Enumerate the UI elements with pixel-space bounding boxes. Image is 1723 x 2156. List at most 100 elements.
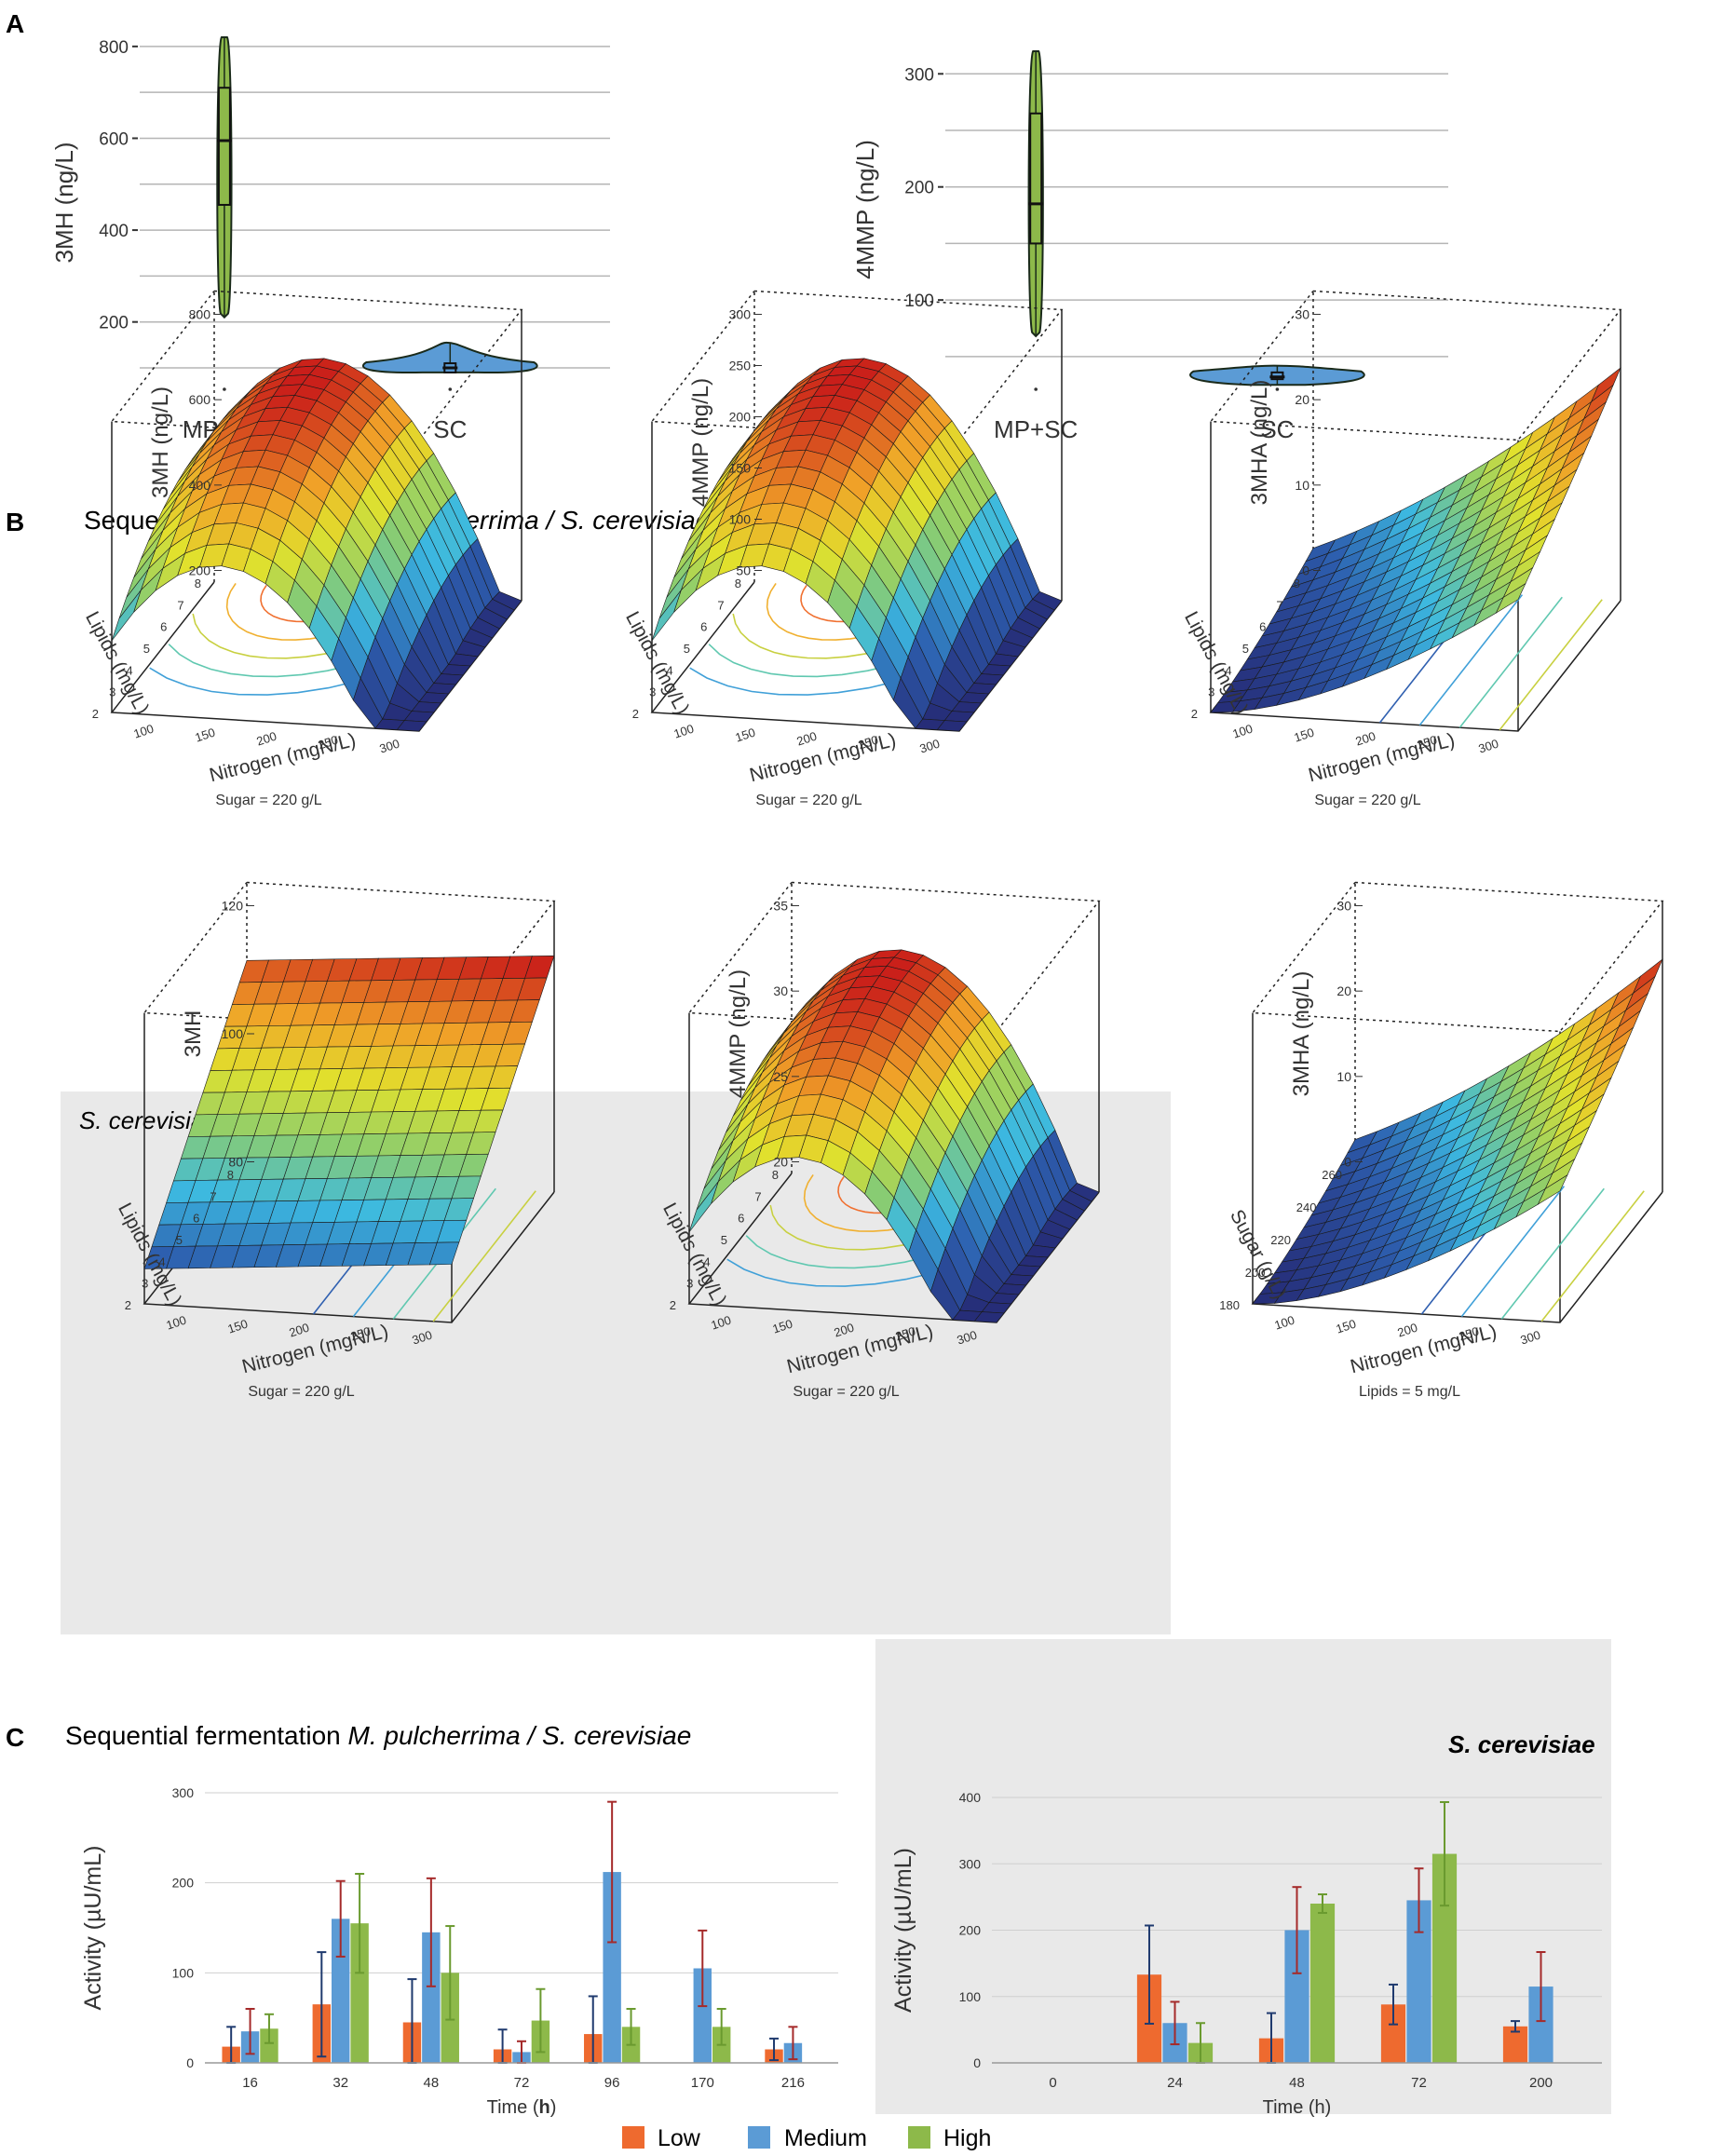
x-axis-label: Nitrogen (mgN/L) bbox=[748, 729, 899, 786]
z-axis-label: 3MH (ng/L) bbox=[148, 386, 173, 498]
z-tick-label: 20 bbox=[773, 1155, 788, 1170]
y-tick-label: 220 bbox=[1270, 1233, 1291, 1247]
z-tick-label: 0 bbox=[1302, 563, 1309, 578]
y-tick-label: 400 bbox=[959, 1790, 982, 1805]
panel-c-title-italic: M. pulcherrima / S. cerevisiae bbox=[348, 1721, 692, 1750]
legend-swatch-low bbox=[622, 2126, 644, 2149]
x-tick-label: 100 bbox=[1231, 722, 1255, 741]
y-tick-label: 6 bbox=[160, 620, 167, 634]
x-tick-label: 96 bbox=[604, 2075, 620, 2091]
x-tick-label: 200 bbox=[255, 729, 278, 749]
z-tick-label: 30 bbox=[1336, 899, 1351, 914]
x-tick-label: 250 bbox=[1458, 1324, 1481, 1344]
z-tick-label: 30 bbox=[773, 983, 788, 998]
x-tick-label: 300 bbox=[1519, 1328, 1542, 1348]
y-tick-label: 240 bbox=[1296, 1200, 1317, 1214]
fixed-variable-caption: Sugar = 220 g/L bbox=[793, 1384, 899, 1400]
x-tick-dot bbox=[1275, 387, 1280, 391]
x-tick-label: 200 bbox=[795, 729, 819, 749]
x-tick-label: 100 bbox=[1273, 1313, 1296, 1333]
y-tick-label: 8 bbox=[772, 1168, 779, 1182]
x-tick-label: 300 bbox=[956, 1328, 979, 1348]
x-tick-label: 300 bbox=[1477, 737, 1500, 756]
x-axis-label: Time (h) bbox=[1263, 2097, 1332, 2118]
x-tick-label: 250 bbox=[894, 1324, 917, 1344]
fixed-variable-caption: Lipids = 5 mg/L bbox=[1359, 1384, 1460, 1400]
z-tick-label: 400 bbox=[189, 478, 211, 493]
panel-c-title: Sequential fermentation M. pulcherrima /… bbox=[65, 1721, 691, 1750]
y-tick-label: 100 bbox=[959, 1989, 982, 2004]
z-tick-label: 80 bbox=[228, 1155, 243, 1170]
z-tick-label: 0 bbox=[1344, 1155, 1351, 1170]
legend-swatch-high bbox=[908, 2126, 930, 2149]
surface-patch bbox=[1537, 1173, 1568, 1205]
bar bbox=[350, 1923, 369, 2063]
x-axis-label-unit: h bbox=[539, 2097, 550, 2118]
y-tick-label: 4 bbox=[126, 663, 132, 677]
x-tick-label: 200 bbox=[1529, 2075, 1553, 2091]
x-tick-dot bbox=[223, 387, 226, 391]
y-tick-label: 3 bbox=[109, 685, 115, 699]
y-tick-label: 3 bbox=[142, 1277, 148, 1291]
box-top-edges bbox=[110, 290, 523, 441]
y-tick-label: 180 bbox=[1219, 1298, 1240, 1312]
y-tick-label: 300 bbox=[172, 1785, 195, 1800]
z-tick-label: 200 bbox=[729, 410, 752, 425]
floor-contour bbox=[1418, 594, 1524, 726]
y-tick-label: 0 bbox=[973, 2055, 981, 2070]
panel-label-a: A bbox=[6, 9, 24, 38]
y-axis-label: Sugar (g/L) bbox=[1226, 1206, 1291, 1303]
panel-label-c: C bbox=[6, 1723, 24, 1752]
floor-contour bbox=[1499, 599, 1603, 731]
x-tick-label: 200 bbox=[288, 1321, 311, 1340]
z-tick-label: 250 bbox=[729, 359, 752, 373]
y-tick-label: 7 bbox=[717, 598, 724, 612]
box-top-edges bbox=[1251, 881, 1664, 1033]
y-tick-label: 7 bbox=[177, 598, 183, 612]
y-tick-label: 3 bbox=[686, 1277, 693, 1291]
y-tick-label: 200 bbox=[99, 314, 129, 333]
z-tick-label: 120 bbox=[222, 899, 244, 914]
z-tick-label: 800 bbox=[189, 307, 211, 322]
fixed-variable-caption: Sugar = 220 g/L bbox=[248, 1384, 354, 1400]
x-tick-label: 250 bbox=[857, 733, 880, 753]
x-axis-label-prefix: Time ( bbox=[487, 2097, 539, 2118]
y-tick-label: 200 bbox=[172, 1876, 195, 1891]
x-tick-label: 250 bbox=[317, 733, 340, 753]
y-tick-label: 2 bbox=[1191, 707, 1198, 721]
y-tick-label: 300 bbox=[904, 65, 934, 85]
x-tick-label: 100 bbox=[165, 1313, 188, 1333]
surface-plot-4mmp-sequential: 50 100 150 200 250 300 4MMP (ng/L) 100 150 200 250… bbox=[621, 290, 1064, 808]
y-tick-label: 5 bbox=[1242, 642, 1249, 656]
y-tick-label: 6 bbox=[193, 1212, 199, 1226]
y-tick-label: 6 bbox=[738, 1212, 744, 1226]
x-category-label: SC bbox=[433, 415, 467, 443]
floor-contour bbox=[1458, 596, 1563, 728]
y-axis-label: Lipids (mg/L) bbox=[1180, 608, 1252, 718]
z-axis-label: 3MHA (ng/L) bbox=[1247, 380, 1272, 506]
x-tick-label: 72 bbox=[1411, 2075, 1427, 2091]
z-tick-label: 25 bbox=[773, 1069, 788, 1084]
z-axis-label: 4MMP (ng/L) bbox=[688, 378, 713, 507]
x-axis-label: Nitrogen (mgN/L) bbox=[1349, 1321, 1499, 1377]
surface-patch bbox=[428, 1241, 460, 1266]
bar bbox=[260, 2028, 278, 2063]
panel-label-b: B bbox=[6, 508, 24, 536]
panel-c-title-prefix: Sequential fermentation bbox=[65, 1721, 348, 1750]
x-tick-label: 300 bbox=[378, 737, 401, 756]
z-tick-label: 20 bbox=[1295, 392, 1309, 407]
y-tick-label: 5 bbox=[684, 642, 690, 656]
x-tick-label: 300 bbox=[918, 737, 942, 756]
z-axis-label: 4MMP (ng/L) bbox=[726, 970, 751, 1098]
bar-chart-sequential: 0 100 200 300 Activity (µU/mL) 16 32 48 72 96 170 2… bbox=[80, 1785, 838, 2118]
y-tick-label: 8 bbox=[195, 576, 201, 590]
bar bbox=[422, 1932, 441, 2063]
x-tick-label: 150 bbox=[771, 1317, 794, 1336]
y-tick-label: 8 bbox=[1294, 576, 1300, 590]
surface-patch bbox=[396, 720, 427, 732]
y-tick-label: 4 bbox=[158, 1254, 165, 1268]
y-tick-label: 400 bbox=[99, 222, 129, 241]
x-tick-label: 170 bbox=[691, 2075, 714, 2091]
fixed-variable-caption: Sugar = 220 g/L bbox=[755, 793, 862, 808]
surface-patch bbox=[973, 1311, 1005, 1323]
